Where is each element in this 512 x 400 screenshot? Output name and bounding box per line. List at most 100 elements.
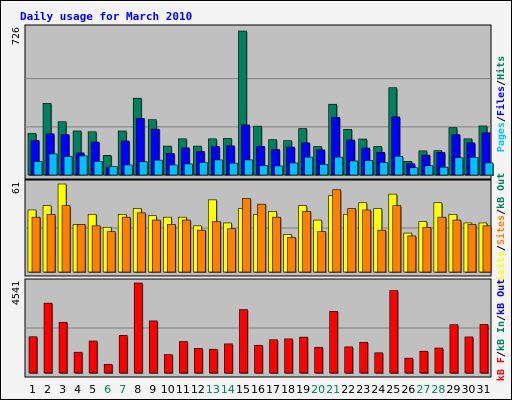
bar-kb-f	[148, 320, 158, 374]
bar-kb-f	[43, 302, 53, 374]
bar-pages	[469, 157, 479, 176]
bar-sites	[76, 224, 86, 273]
bar-pages	[394, 155, 404, 176]
x-tick-label: 28	[431, 383, 445, 396]
bar-sites	[121, 216, 131, 273]
x-tick-label: 1	[29, 383, 36, 396]
bar-kb-f	[163, 354, 173, 374]
bar-sites	[422, 226, 432, 273]
legend-kbytes: kB F/kB In/kB Out	[496, 279, 507, 381]
bar-kb-f	[464, 336, 474, 374]
bar-pages	[138, 161, 148, 176]
bar-pages	[214, 159, 223, 176]
bar-kb-f	[118, 335, 128, 374]
legend-item: /	[496, 80, 507, 86]
bar-kb-f	[299, 336, 308, 374]
bar-sites	[31, 216, 41, 273]
bar-kb-f	[73, 351, 83, 374]
bar-kb-f	[88, 340, 98, 374]
x-tick-label: 23	[356, 383, 370, 396]
bar-kb-f	[419, 350, 429, 374]
bar-sites	[61, 205, 71, 273]
frame-bevel-left	[1, 1, 2, 397]
bar-sites	[257, 203, 266, 273]
x-axis-labels: 1 2 3 4 5 6 7 8 9 10 11 12 13 14 15 16 17 18 19 20 21 22 23 24 2…	[29, 383, 490, 396]
bar-sites	[242, 198, 251, 273]
bar-sites	[197, 229, 206, 273]
bar-kb-f	[329, 311, 338, 374]
bar-kb-f	[284, 338, 293, 374]
bar-sites	[482, 225, 492, 273]
x-tick-label: 21	[326, 383, 340, 396]
x-tick-label: 9	[149, 383, 156, 396]
bar-pages	[304, 156, 313, 176]
x-tick-label: 13	[206, 383, 220, 396]
x-tick-label: 6	[104, 383, 111, 396]
x-tick-label: 5	[89, 383, 96, 396]
bar-sites	[332, 189, 341, 273]
x-tick-label: 26	[401, 383, 415, 396]
x-tick-label: 30	[461, 383, 475, 396]
bar-kb-f	[209, 348, 218, 374]
x-tick-label: 14	[221, 383, 235, 396]
bar-kb-f	[224, 343, 233, 374]
x-tick-label: 20	[311, 383, 325, 396]
bar-pages	[123, 164, 133, 176]
bar-pages	[349, 160, 358, 176]
bar-sites	[347, 208, 356, 273]
bar-sites	[362, 209, 372, 273]
legend-item: /	[496, 245, 507, 251]
x-tick-label: 11	[176, 383, 190, 396]
legend-item: /	[496, 116, 507, 122]
legend-item: /	[496, 351, 507, 357]
bar-sites	[46, 213, 56, 273]
bar-sites	[106, 231, 116, 273]
x-tick-label: 27	[416, 383, 430, 396]
bar-pages	[244, 159, 253, 176]
x-tick-label: 12	[191, 383, 205, 396]
x-tick-label: 31	[476, 383, 490, 396]
x-tick-label: 10	[161, 383, 175, 396]
bar-pages	[484, 162, 494, 176]
bar-pages	[93, 161, 103, 176]
x-tick-label: 17	[266, 383, 280, 396]
x-tick-label: 19	[296, 383, 310, 396]
bar-kb-f	[404, 357, 414, 374]
bar-sites	[136, 212, 146, 273]
bar-sites	[317, 231, 326, 273]
bar-pages	[48, 153, 58, 176]
legend-item: kB Out	[496, 173, 507, 209]
legend-visits-sites: Visits/Sites/kB Out	[495, 173, 507, 287]
legend-item: /	[496, 209, 507, 215]
legend-item: Pages	[496, 122, 507, 152]
bar-pages	[78, 155, 88, 176]
frame-bevel-top	[1, 1, 509, 2]
bar-sites	[377, 229, 387, 273]
bar-pages	[274, 165, 283, 176]
chart-title: Daily usage for March 2010	[20, 10, 192, 23]
legend-item: kB Out	[496, 279, 507, 315]
x-tick-label: 4	[74, 383, 81, 396]
bar-pages	[63, 156, 73, 176]
legend-item: /	[496, 315, 507, 321]
x-tick-label: 7	[119, 383, 126, 396]
legend-item: Visits	[495, 251, 507, 287]
bar-kb-f	[389, 290, 399, 374]
bar-sites	[302, 211, 311, 273]
bar-pages	[379, 162, 389, 176]
bar-sites	[287, 237, 296, 273]
x-tick-label: 16	[251, 383, 265, 396]
bar-kb-f	[194, 348, 203, 374]
bar-sites	[227, 228, 236, 273]
bar-sites	[182, 219, 191, 273]
bar-kb-f	[269, 339, 278, 374]
bar-sites	[91, 225, 101, 273]
bar-pages	[33, 161, 43, 176]
bar-kb-f	[479, 324, 489, 374]
bar-sites	[151, 219, 161, 273]
bar-sites	[392, 205, 402, 273]
legend-item: kB In	[496, 321, 507, 351]
